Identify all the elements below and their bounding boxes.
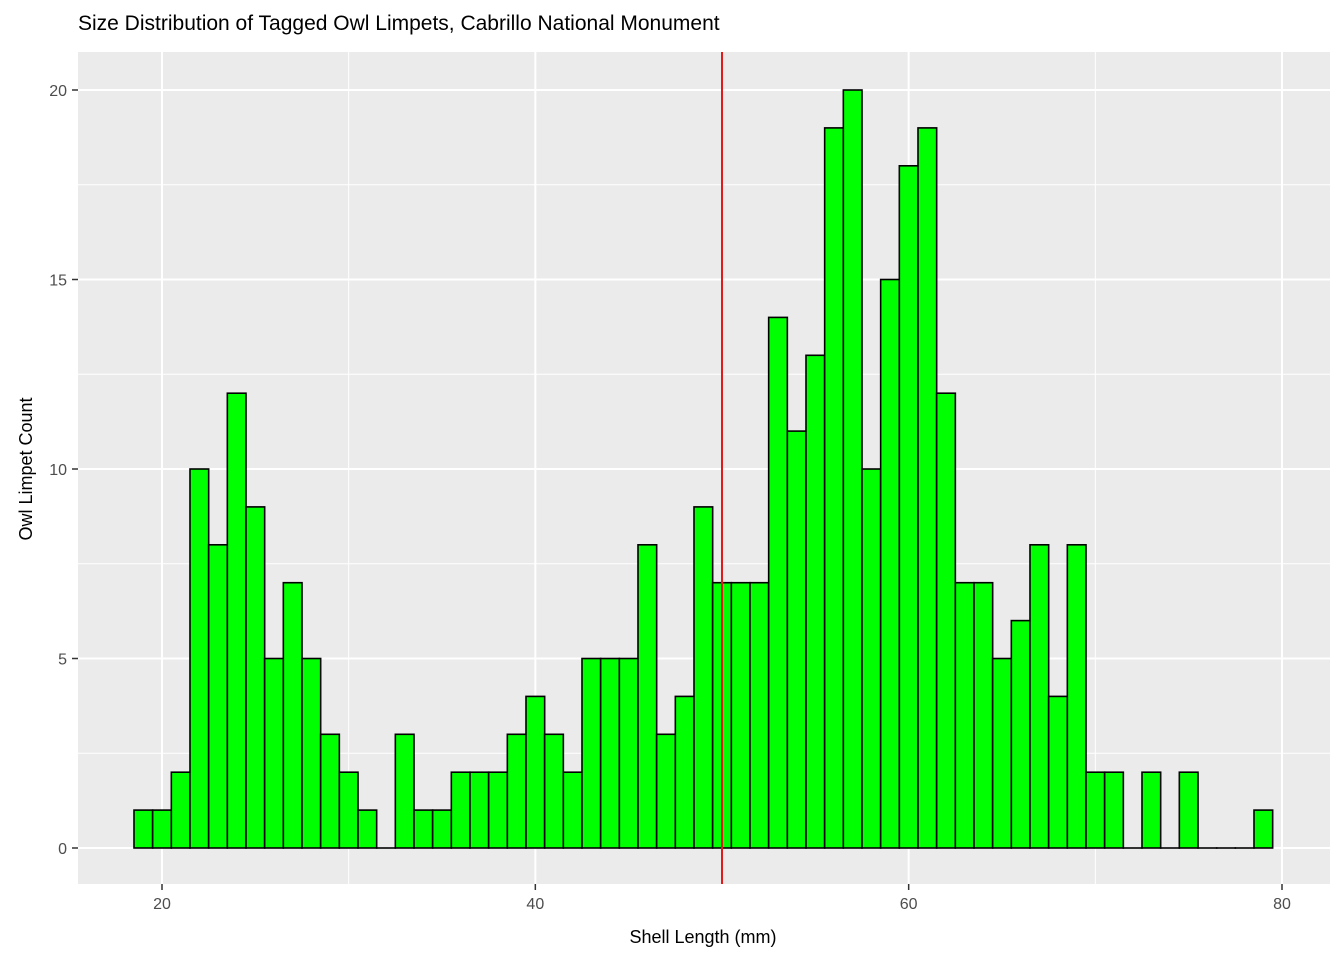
histogram-bar	[917, 127, 938, 849]
histogram-bar	[469, 771, 490, 849]
histogram-bar	[730, 581, 751, 849]
histogram-bar	[879, 278, 901, 849]
histogram-bar	[973, 581, 994, 849]
histogram-bar	[525, 695, 546, 849]
histogram-bar	[618, 657, 639, 849]
y-tick-label: 5	[58, 652, 67, 669]
x-tick-label: 60	[900, 896, 918, 913]
histogram-bar	[1010, 619, 1031, 849]
histogram-bar	[786, 430, 807, 849]
histogram-bar	[954, 581, 975, 849]
x-tick-label: 20	[153, 896, 171, 913]
y-tick-label: 10	[49, 462, 67, 479]
histogram-bar	[562, 771, 583, 849]
chart-title: Size Distribution of Tagged Owl Limpets,…	[78, 12, 720, 35]
histogram-bar	[394, 733, 415, 849]
histogram-bar	[543, 733, 565, 849]
histogram-bar	[413, 809, 434, 849]
x-axis-title: Shell Length (mm)	[629, 927, 776, 947]
histogram-bar	[133, 809, 154, 849]
histogram-bar	[450, 771, 471, 849]
histogram-bar	[767, 316, 789, 849]
histogram-bar	[487, 771, 509, 849]
histogram-bar	[338, 771, 359, 849]
histogram-bar	[823, 127, 845, 849]
histogram-bar	[749, 581, 770, 849]
histogram-bar	[319, 733, 341, 849]
histogram-bar	[226, 392, 247, 849]
histogram-bar	[357, 809, 378, 849]
histogram-bar	[842, 89, 863, 849]
histogram-bar	[674, 695, 695, 849]
histogram-bar	[431, 809, 453, 849]
histogram-bar	[581, 657, 602, 849]
histogram-bar	[935, 392, 957, 849]
histogram-bar	[151, 809, 173, 849]
histogram-bar	[301, 657, 322, 849]
histogram-bar	[1103, 771, 1125, 849]
histogram-bar	[1141, 771, 1162, 849]
histogram-bar	[207, 543, 229, 849]
histogram-bar	[861, 468, 882, 849]
histogram-bar	[170, 771, 191, 849]
histogram-bar	[1178, 771, 1199, 849]
histogram-bar	[1047, 695, 1069, 849]
histogram-bar	[1253, 809, 1274, 849]
y-tick-label: 0	[58, 841, 67, 858]
histogram-bar	[282, 581, 303, 849]
histogram-bar	[245, 506, 266, 849]
histogram-bar	[189, 468, 210, 849]
histogram-bar	[1066, 543, 1087, 849]
histogram-bar	[599, 657, 621, 849]
histogram-bar	[805, 354, 826, 849]
histogram-bar	[1029, 543, 1050, 849]
histogram-bar	[898, 165, 919, 849]
histogram-bar	[637, 543, 658, 849]
histogram-bar	[263, 657, 285, 849]
histogram-bar	[1085, 771, 1106, 849]
y-axis-title: Owl Limpet Count	[16, 397, 36, 540]
histogram-bar	[991, 657, 1013, 849]
y-tick-label: 20	[49, 83, 67, 100]
x-tick-label: 40	[526, 896, 544, 913]
histogram-bar	[655, 733, 677, 849]
y-tick-label: 15	[49, 273, 67, 290]
histogram-bar	[693, 506, 714, 849]
x-tick-label: 80	[1273, 896, 1291, 913]
histogram-bar	[506, 733, 527, 849]
